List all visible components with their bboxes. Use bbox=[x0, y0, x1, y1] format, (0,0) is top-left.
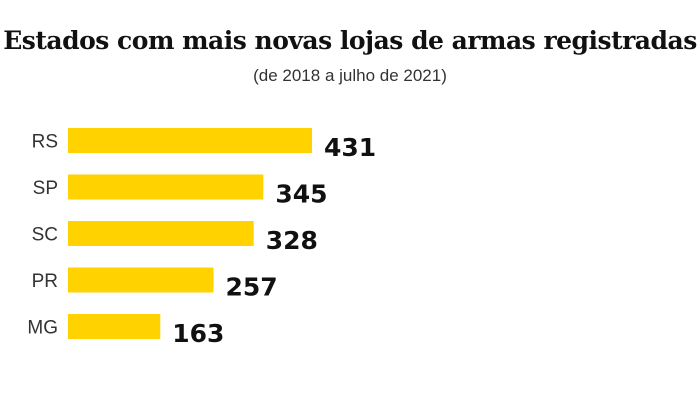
category-label-sp: SP bbox=[33, 178, 58, 199]
bar-sp bbox=[68, 174, 264, 200]
value-label-rs: 431 bbox=[324, 133, 376, 162]
category-label-sc: SC bbox=[32, 225, 58, 246]
chart-title: Estados com mais novas lojas de armas re… bbox=[3, 26, 697, 55]
category-label-pr: PR bbox=[32, 271, 58, 292]
bar-sc bbox=[68, 221, 254, 246]
category-label-rs: RS bbox=[32, 132, 58, 153]
value-label-mg: 163 bbox=[172, 319, 224, 348]
value-label-sc: 328 bbox=[266, 226, 318, 255]
chart-subtitle: (de 2018 a julho de 2021) bbox=[253, 66, 447, 85]
bar-pr bbox=[68, 267, 214, 293]
value-label-sp: 345 bbox=[275, 180, 327, 209]
category-label-mg: MG bbox=[27, 318, 58, 339]
bar-mg bbox=[68, 314, 161, 339]
bar-rs bbox=[68, 128, 312, 153]
value-label-pr: 257 bbox=[225, 273, 277, 302]
